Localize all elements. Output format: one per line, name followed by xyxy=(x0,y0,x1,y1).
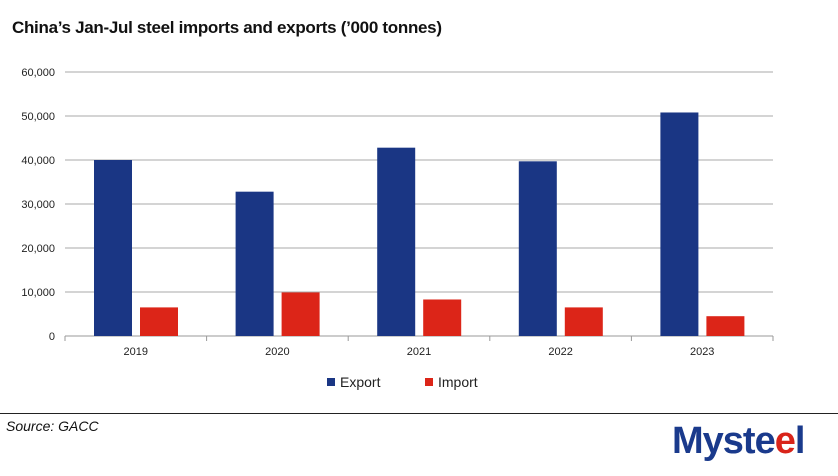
x-tick-label: 2021 xyxy=(407,346,431,358)
divider xyxy=(0,413,838,414)
legend-label-import: Import xyxy=(438,374,478,390)
mysteel-logo: Mysteel xyxy=(672,420,805,462)
bar-chart: 0 10,000 20,000 30,000 40,000 50,000 60,000 201… xyxy=(21,67,774,390)
x-tick-label: 2019 xyxy=(124,346,148,358)
x-tick-label: 2022 xyxy=(548,346,572,358)
x-tick-label: 2020 xyxy=(265,346,289,358)
y-tick-label: 20,000 xyxy=(21,243,55,255)
legend-swatch-export xyxy=(327,378,335,386)
y-tick-label: 60,000 xyxy=(21,67,55,79)
legend-label-export: Export xyxy=(340,374,381,390)
bar-export-2022 xyxy=(518,161,557,336)
chart-title: China’s Jan-Jul steel imports and export… xyxy=(12,18,442,37)
y-tick-label: 10,000 xyxy=(21,287,55,299)
y-tick-label: 0 xyxy=(49,331,55,343)
y-tick-label: 30,000 xyxy=(21,199,55,211)
x-tick-label: 2023 xyxy=(690,346,714,358)
legend-swatch-import xyxy=(425,378,433,386)
bar-export-2020 xyxy=(235,191,274,336)
bar-import-2020 xyxy=(281,292,320,336)
y-tick-label: 50,000 xyxy=(21,111,55,123)
bar-import-2022 xyxy=(564,307,603,336)
bar-import-2023 xyxy=(706,316,745,336)
source-note: Source: GACC xyxy=(6,418,99,434)
bar-export-2021 xyxy=(377,147,416,336)
bar-import-2019 xyxy=(140,307,178,336)
bar-export-2019 xyxy=(94,160,132,336)
y-tick-label: 40,000 xyxy=(21,155,55,167)
bar-import-2021 xyxy=(423,299,462,336)
bar-export-2023 xyxy=(660,112,699,336)
